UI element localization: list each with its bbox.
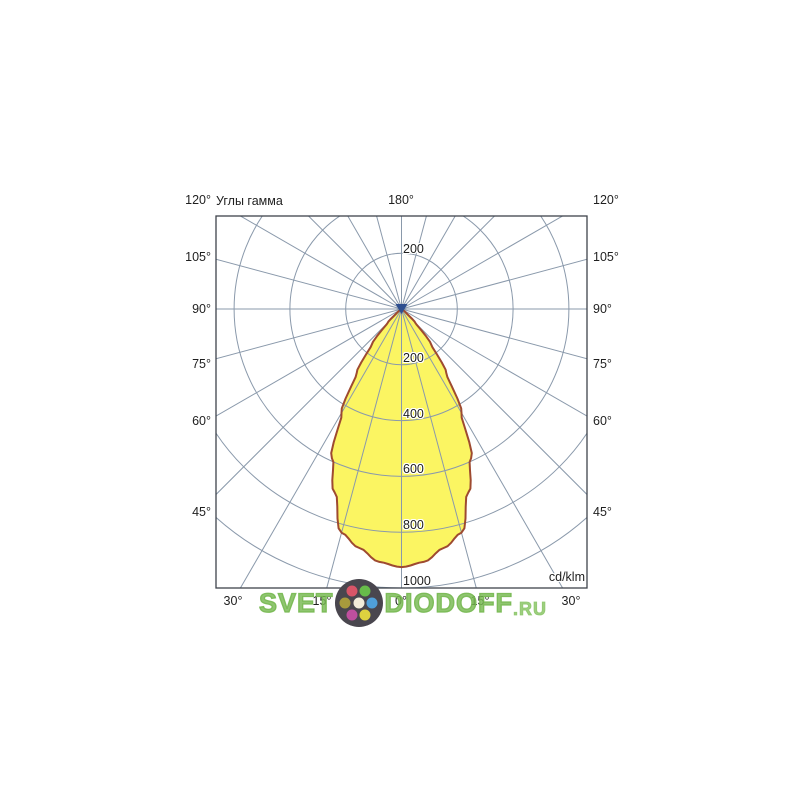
- logo-ring-dot-0: [366, 597, 378, 609]
- logo-center-dot: [353, 597, 365, 609]
- gamma-angle-label-top-right-120: 120°: [593, 192, 619, 207]
- gamma-angle-label-bottom-1: 15°: [312, 593, 332, 608]
- watermark-text-ru: .RU: [513, 599, 548, 620]
- gamma-angle-label-left-90°: 90°: [192, 301, 211, 316]
- watermark-text-diodoff: DIODOFF: [384, 587, 514, 618]
- watermark-svetodiodoff: SVET DIODOFF .RU: [258, 579, 548, 627]
- logo-ring-dot-5: [359, 585, 371, 597]
- beam-lobe-outline: [330, 308, 473, 569]
- gamma-angle-label-bottom-0: 30°: [223, 593, 243, 608]
- logo-ring-dot-1: [359, 609, 371, 621]
- gamma-angle-label-bottom-3: 15°: [470, 593, 490, 608]
- units-label: cd/klm: [548, 569, 585, 584]
- gamma-angle-label-right-60°: 60°: [593, 413, 612, 428]
- gamma-angle-label-bottom-4: 30°: [561, 593, 581, 608]
- radial-tick-label-200: 200: [403, 350, 424, 365]
- gamma-angle-label-top-left-120: 120°: [185, 192, 211, 207]
- radial-tick-label-top-200: 200: [403, 241, 424, 256]
- axis-title: Углы гамма: [216, 193, 283, 208]
- svetodiodoff-logo-icon: [334, 579, 383, 627]
- radial-tick-label-1000: 1000: [403, 573, 431, 588]
- gamma-angle-label-bottom-2: 0°: [395, 593, 407, 608]
- radial-tick-label-800: 800: [403, 517, 424, 532]
- logo-ring-dot-4: [346, 585, 358, 597]
- gamma-angle-label-right-105°: 105°: [593, 249, 619, 264]
- radial-tick-label-400: 400: [403, 406, 424, 421]
- radial-tick-label-600: 600: [403, 462, 424, 477]
- gamma-angle-label-left-75°: 75°: [192, 356, 211, 371]
- gamma-angle-label-right-45°: 45°: [593, 504, 612, 519]
- plot-border: [215, 215, 588, 589]
- watermark-text-svet: SVET: [258, 587, 334, 618]
- gamma-angle-label-left-60°: 60°: [192, 413, 211, 428]
- logo-ring-dot-2: [346, 609, 358, 621]
- gamma-angle-label-left-45°: 45°: [192, 504, 211, 519]
- pole-marker-icon: [395, 304, 408, 314]
- gamma-angle-label-right-75°: 75°: [593, 356, 612, 371]
- gamma-angle-label-right-90°: 90°: [593, 301, 612, 316]
- logo-ring-dot-3: [339, 597, 351, 609]
- gamma-angle-label-left-105°: 105°: [185, 249, 211, 264]
- gamma-angle-label-top-180: 180°: [388, 192, 414, 207]
